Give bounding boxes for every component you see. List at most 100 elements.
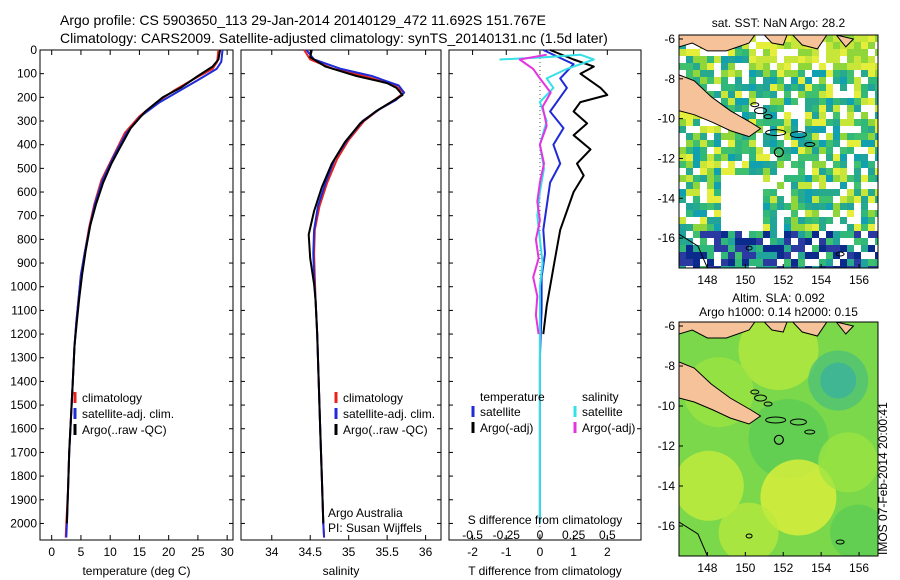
map-1-frame bbox=[678, 34, 879, 269]
sst-cell bbox=[847, 196, 854, 203]
sst-cell bbox=[784, 147, 791, 154]
panel-1-frame bbox=[39, 49, 234, 541]
sst-cell bbox=[749, 133, 756, 140]
coastline-australia bbox=[679, 233, 708, 268]
sst-cell bbox=[798, 175, 805, 182]
sst-cell bbox=[805, 231, 812, 238]
sst-cell bbox=[770, 238, 777, 245]
sst-cell bbox=[700, 161, 707, 168]
land-polygon bbox=[763, 35, 788, 46]
sst-cell bbox=[763, 70, 770, 77]
sst-cell bbox=[812, 189, 819, 196]
sst-cell bbox=[784, 203, 791, 210]
depth-tick-label: 1000 bbox=[10, 280, 37, 294]
sst-cell bbox=[707, 189, 714, 196]
panel-1-xtick-label: 0 bbox=[48, 545, 55, 559]
sst-cell bbox=[700, 140, 707, 147]
sst-cell bbox=[756, 259, 763, 266]
sst-cell bbox=[791, 224, 798, 231]
sst-cell bbox=[742, 49, 749, 56]
sst-cell bbox=[840, 161, 847, 168]
sst-cell bbox=[875, 35, 878, 42]
sst-cell bbox=[812, 147, 819, 154]
sst-cell bbox=[763, 266, 770, 268]
sst-cell bbox=[735, 105, 742, 112]
sst-cell bbox=[728, 63, 735, 70]
sst-cell bbox=[777, 98, 784, 105]
sst-cell bbox=[868, 35, 875, 42]
sst-cell bbox=[763, 133, 770, 140]
series-line-salinity-argo-adj- bbox=[518, 53, 552, 335]
sla-blob bbox=[818, 432, 878, 493]
sst-cell bbox=[735, 238, 742, 245]
sst-cell bbox=[847, 77, 854, 84]
depth-tick-label: 1600 bbox=[10, 422, 37, 436]
sst-cell bbox=[798, 84, 805, 91]
sst-cell bbox=[798, 42, 805, 49]
sst-cell bbox=[812, 98, 819, 105]
panel-1-xtick-label: 25 bbox=[191, 545, 205, 559]
sst-cell bbox=[770, 189, 777, 196]
sst-cell bbox=[798, 252, 805, 259]
sst-cell bbox=[693, 189, 700, 196]
panel-3-xlabel: T difference from climatology bbox=[468, 564, 622, 578]
sst-cell bbox=[847, 210, 854, 217]
sst-cell bbox=[812, 252, 819, 259]
map-ytick-label: -12 bbox=[658, 439, 676, 453]
sst-cell bbox=[854, 252, 861, 259]
sst-cell bbox=[721, 98, 728, 105]
sst-cell bbox=[868, 133, 875, 140]
sst-cell bbox=[805, 126, 812, 133]
sst-cell bbox=[819, 147, 826, 154]
sst-cell bbox=[791, 77, 798, 84]
depth-tick-label: 1900 bbox=[10, 493, 37, 507]
map-xtick-label: 154 bbox=[811, 561, 831, 575]
sst-cell bbox=[742, 84, 749, 91]
sst-cell bbox=[847, 147, 854, 154]
sst-cell bbox=[770, 42, 777, 49]
sst-cell bbox=[784, 224, 791, 231]
sst-cell bbox=[833, 35, 840, 42]
sst-cell bbox=[686, 245, 693, 252]
sst-cell bbox=[805, 105, 812, 112]
sst-cell bbox=[742, 112, 749, 119]
sst-cell bbox=[693, 231, 700, 238]
sst-cell bbox=[875, 126, 878, 133]
sst-cell bbox=[875, 189, 878, 196]
sst-cell bbox=[700, 63, 707, 70]
sst-cell bbox=[784, 70, 791, 77]
sla-blob bbox=[830, 504, 878, 556]
sst-cell bbox=[826, 140, 833, 147]
sst-cell bbox=[777, 63, 784, 70]
sst-cell bbox=[798, 91, 805, 98]
sst-cell bbox=[749, 49, 756, 56]
sst-cell bbox=[812, 224, 819, 231]
sst-cell bbox=[770, 91, 777, 98]
sst-cell bbox=[854, 231, 861, 238]
sst-cell bbox=[707, 203, 714, 210]
sst-cell bbox=[868, 189, 875, 196]
sst-cell bbox=[875, 77, 878, 84]
sst-cell bbox=[868, 196, 875, 203]
sst-cell bbox=[707, 126, 714, 133]
sst-cell bbox=[840, 98, 847, 105]
sst-cell bbox=[819, 98, 826, 105]
sst-cell bbox=[798, 161, 805, 168]
map-ytick-label: -6 bbox=[664, 319, 675, 333]
sst-cell bbox=[770, 84, 777, 91]
sst-cell bbox=[868, 161, 875, 168]
sst-cell bbox=[749, 91, 756, 98]
sst-cell bbox=[826, 266, 833, 268]
sst-cell bbox=[721, 91, 728, 98]
sst-cell bbox=[812, 70, 819, 77]
sst-cell bbox=[854, 168, 861, 175]
sst-cell bbox=[840, 175, 847, 182]
sst-cell bbox=[812, 91, 819, 98]
sst-cell bbox=[700, 70, 707, 77]
sst-cell bbox=[721, 259, 728, 266]
sst-cell bbox=[721, 252, 728, 259]
sst-cell bbox=[791, 119, 798, 126]
sst-cell bbox=[798, 203, 805, 210]
sst-cell bbox=[756, 266, 763, 268]
sst-cell bbox=[770, 77, 777, 84]
